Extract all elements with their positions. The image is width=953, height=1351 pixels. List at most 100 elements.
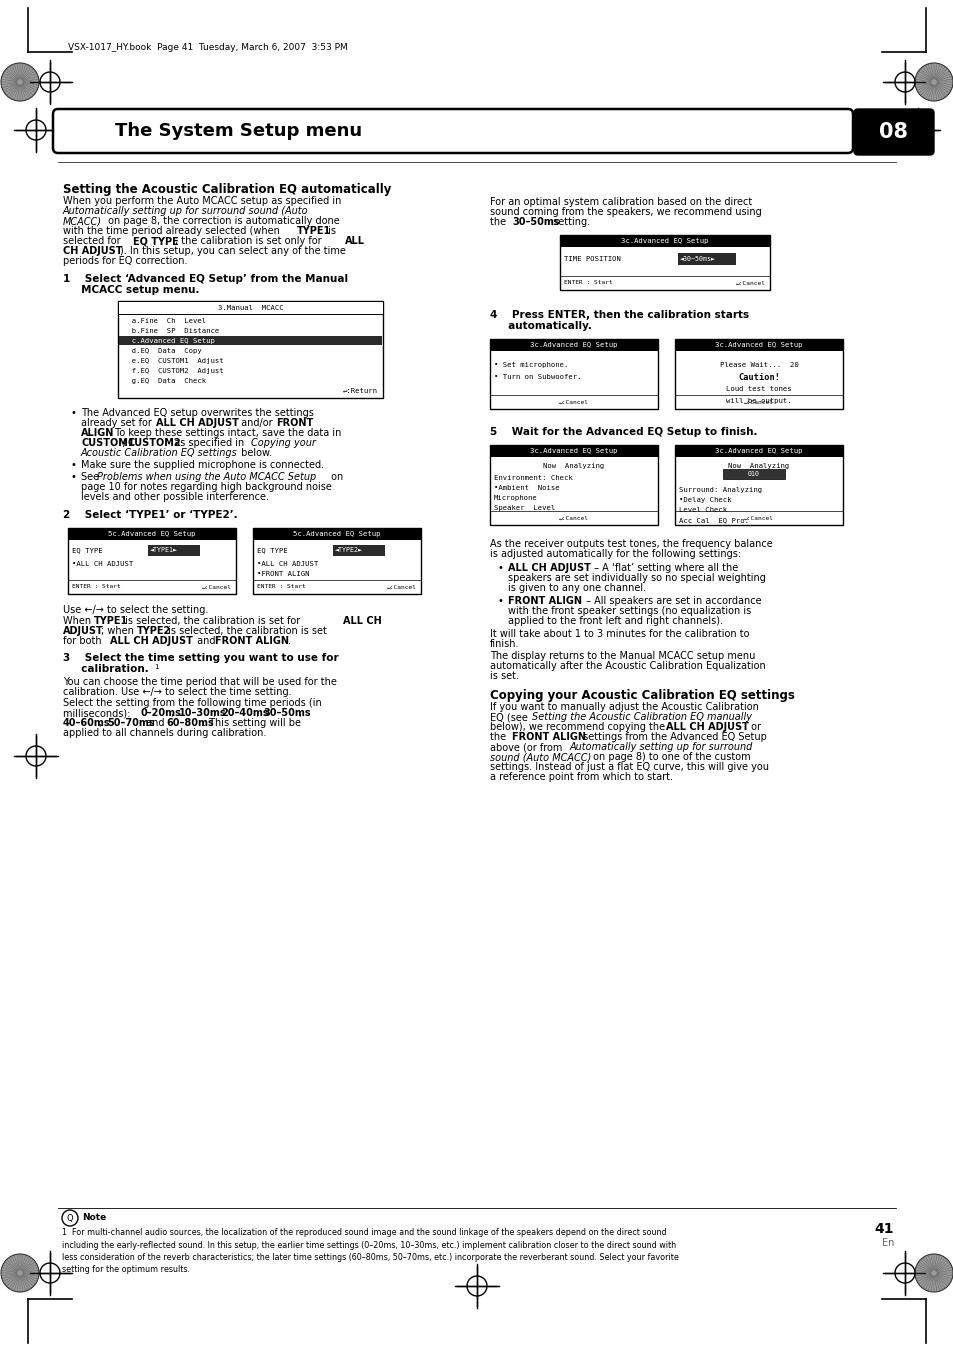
Text: The System Setup menu: The System Setup menu [115,122,362,141]
FancyBboxPatch shape [853,109,933,155]
Text: ◄TYPE2►: ◄TYPE2► [335,547,363,553]
Text: ,: , [171,708,177,717]
Text: and: and [193,636,218,646]
Bar [490,339,658,409]
Text: automatically.: automatically. [490,322,591,331]
Bar [118,301,382,399]
Text: Now  Analyzing: Now Analyzing [727,463,789,469]
Text: speakers are set individually so no special weighting: speakers are set individually so no spec… [507,573,765,584]
Text: with the front speaker settings (no equalization is: with the front speaker settings (no equa… [507,607,750,616]
Text: applied to the front left and right channels).: applied to the front left and right chan… [507,616,722,626]
Text: , the calibration is set only for: , the calibration is set only for [174,236,324,246]
Text: is selected, the calibration is set for: is selected, the calibration is set for [122,616,303,626]
Text: ALIGN: ALIGN [81,428,114,438]
Text: /: / [123,438,127,449]
Text: 60–80ms: 60–80ms [166,717,213,728]
Text: For an optimal system calibration based on the direct: For an optimal system calibration based … [490,197,752,207]
Text: already set for: already set for [81,417,154,428]
Text: on page 8, the correction is automatically done: on page 8, the correction is automatical… [105,216,339,226]
Text: See: See [81,471,102,482]
Text: •FRONT ALIGN: •FRONT ALIGN [256,571,309,577]
Text: Make sure the supplied microphone is connected.: Make sure the supplied microphone is con… [81,459,324,470]
Text: FRONT ALIGN: FRONT ALIGN [214,636,289,646]
Text: is: is [325,226,335,236]
Text: ↵:Cancel: ↵:Cancel [743,516,773,520]
Bar [675,444,842,526]
Text: g.EQ  Data  Check: g.EQ Data Check [123,378,206,384]
Text: ALL CH: ALL CH [343,616,381,626]
Text: CUSTOM1: CUSTOM1 [81,438,134,449]
Text: En: En [881,1238,893,1248]
Text: and/or: and/or [237,417,275,428]
Bar [490,444,658,457]
Text: ALL: ALL [345,236,365,246]
Text: Automatically setting up for surround: Automatically setting up for surround [569,742,753,753]
Text: CH ADJUST: CH ADJUST [63,246,122,255]
Circle shape [914,1254,952,1292]
Text: ↵:Cancel: ↵:Cancel [558,400,588,404]
Text: ◄TYPE1►: ◄TYPE1► [150,547,178,553]
Text: 5c.Advanced EQ Setup: 5c.Advanced EQ Setup [293,531,380,536]
Bar [675,339,842,409]
Text: MCACC): MCACC) [63,216,102,226]
Text: ALL CH ADJUST: ALL CH ADJUST [110,636,193,646]
Bar [559,235,769,290]
Text: 1  For multi-channel audio sources, the localization of the reproduced sound ima: 1 For multi-channel audio sources, the l… [62,1228,679,1274]
Text: When you perform the Auto MCACC setup as specified in: When you perform the Auto MCACC setup as… [63,196,341,205]
Text: sound (Auto MCACC): sound (Auto MCACC) [490,753,591,762]
Text: the: the [490,218,509,227]
Text: on: on [328,471,343,482]
Text: TYPE1: TYPE1 [296,226,331,236]
Text: 40–60ms: 40–60ms [63,717,111,728]
Text: 3c.Advanced EQ Setup: 3c.Advanced EQ Setup [715,449,801,454]
Bar [333,544,385,557]
Text: Caution!: Caution! [738,373,780,381]
Text: ◄30~50ms►: ◄30~50ms► [679,255,716,262]
Text: EQ TYPE: EQ TYPE [132,236,178,246]
Text: and: and [143,717,168,728]
Text: 10–30ms: 10–30ms [179,708,227,717]
Text: 50–70ms: 50–70ms [107,717,154,728]
Text: 41: 41 [874,1223,893,1236]
Text: – All speakers are set in accordance: – All speakers are set in accordance [582,596,760,607]
Text: ,: , [255,708,262,717]
Text: ALL CH ADJUST: ALL CH ADJUST [507,563,590,573]
Bar [490,339,658,351]
Text: ALL CH ADJUST: ALL CH ADJUST [665,721,748,732]
Text: calibration. Use ←/→ to select the time setting.: calibration. Use ←/→ to select the time … [63,688,292,697]
Text: Loud test tones: Loud test tones [725,386,791,392]
Bar [253,528,420,594]
Text: FRONT: FRONT [275,417,313,428]
Text: 5c.Advanced EQ Setup: 5c.Advanced EQ Setup [108,531,195,536]
Text: FRONT ALIGN: FRONT ALIGN [512,732,585,742]
Text: periods for EQ correction.: periods for EQ correction. [63,255,188,266]
Text: Problems when using the Auto MCACC Setup: Problems when using the Auto MCACC Setup [97,471,315,482]
Text: ↵:Cancel: ↵:Cancel [387,585,416,589]
Text: settings from the Advanced EQ Setup: settings from the Advanced EQ Setup [579,732,766,742]
Text: TIME POSITION: TIME POSITION [563,255,620,262]
Text: Now  Analyzing: Now Analyzing [543,463,604,469]
Text: ↵:Cancel: ↵:Cancel [735,281,765,285]
Text: 3c.Advanced EQ Setup: 3c.Advanced EQ Setup [530,449,618,454]
Text: FRONT ALIGN: FRONT ALIGN [507,596,581,607]
Text: f.EQ  CUSTOM2  Adjust: f.EQ CUSTOM2 Adjust [123,367,223,374]
Text: EQ TYPE: EQ TYPE [256,547,287,553]
Text: setting.: setting. [550,218,590,227]
Circle shape [1,1254,39,1292]
Text: ; when: ; when [101,626,137,636]
Text: Level Check: Level Check [679,507,726,513]
Bar [675,444,842,457]
Text: •: • [497,563,503,573]
Text: Setting the Acoustic Calibration EQ manually: Setting the Acoustic Calibration EQ manu… [532,712,751,721]
Text: Microphone: Microphone [494,494,537,501]
Text: is adjusted automatically for the following settings:: is adjusted automatically for the follow… [490,549,740,559]
Text: finish.: finish. [490,639,519,648]
Text: applied to all channels during calibration.: applied to all channels during calibrati… [63,728,266,738]
Text: 20–40ms: 20–40ms [221,708,269,717]
Text: d.EQ  Data  Copy: d.EQ Data Copy [123,349,201,354]
Text: is given to any one channel.: is given to any one channel. [507,584,645,593]
Text: 3.Manual  MCACC: 3.Manual MCACC [217,304,283,311]
Text: ,: , [297,708,301,717]
Text: Copying your Acoustic Calibration EQ settings: Copying your Acoustic Calibration EQ set… [490,689,794,703]
Text: for both: for both [63,636,105,646]
